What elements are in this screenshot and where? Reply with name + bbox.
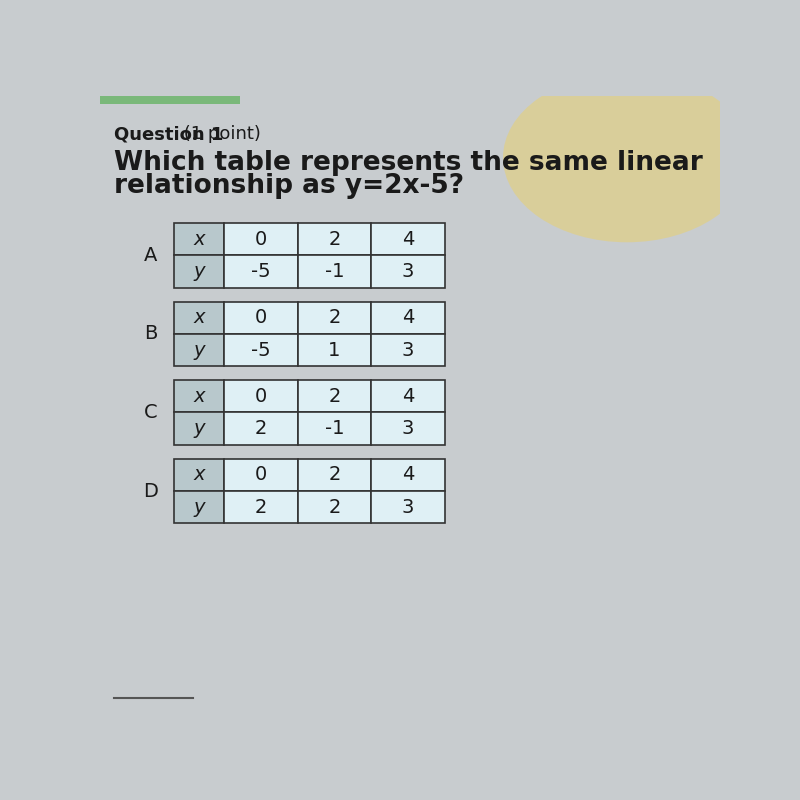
Text: 4: 4 [402,387,414,406]
Bar [224,255,298,288]
Ellipse shape [503,73,751,242]
Text: 3: 3 [402,419,414,438]
Bar [298,413,371,445]
Bar [224,223,298,255]
Bar [371,223,445,255]
Bar [224,302,298,334]
Text: x: x [193,308,205,327]
Bar [371,458,445,491]
Text: 0: 0 [254,466,267,484]
Bar [224,491,298,523]
Text: -5: -5 [251,262,270,281]
Bar [298,302,371,334]
Text: 0: 0 [254,230,267,249]
Text: x: x [193,387,205,406]
Text: -5: -5 [251,341,270,359]
Text: 2: 2 [254,419,267,438]
Text: 0: 0 [254,387,267,406]
Text: 0: 0 [254,308,267,327]
Bar [174,413,224,445]
Bar [298,491,371,523]
Text: -1: -1 [325,262,344,281]
Bar [224,334,298,366]
Text: 2: 2 [328,387,341,406]
Bar [174,380,224,413]
Text: y: y [193,498,205,517]
Text: 2: 2 [328,230,341,249]
Text: relationship as y=2x-5?: relationship as y=2x-5? [114,173,464,199]
Bar [174,223,224,255]
Text: C: C [143,403,157,422]
Text: 4: 4 [402,466,414,484]
Bar [224,413,298,445]
Bar [371,380,445,413]
Bar [100,96,239,104]
Bar [174,458,224,491]
Text: 2: 2 [328,308,341,327]
Text: Which table represents the same linear: Which table represents the same linear [114,150,702,176]
Text: 4: 4 [402,308,414,327]
Bar [298,458,371,491]
Text: y: y [193,262,205,281]
Bar [371,302,445,334]
Text: y: y [193,341,205,359]
Text: D: D [143,482,158,501]
Text: y: y [193,419,205,438]
Bar [224,380,298,413]
Text: 3: 3 [402,262,414,281]
Text: (1 point): (1 point) [178,126,260,143]
Bar [371,413,445,445]
Text: x: x [193,230,205,249]
Text: x: x [193,466,205,484]
Bar [174,491,224,523]
Text: A: A [144,246,157,265]
Text: 1: 1 [328,341,341,359]
Text: 2: 2 [328,466,341,484]
Bar [224,458,298,491]
Bar [371,255,445,288]
Text: 4: 4 [402,230,414,249]
Bar [174,255,224,288]
Bar [298,223,371,255]
Text: B: B [144,325,157,343]
Text: -1: -1 [325,419,344,438]
Bar [174,302,224,334]
Bar [298,380,371,413]
Bar [371,334,445,366]
Bar [371,491,445,523]
Text: 3: 3 [402,341,414,359]
Bar [298,255,371,288]
Text: Question 1: Question 1 [114,126,223,143]
Text: 3: 3 [402,498,414,517]
Text: 2: 2 [328,498,341,517]
Bar [298,334,371,366]
Bar [174,334,224,366]
Text: 2: 2 [254,498,267,517]
